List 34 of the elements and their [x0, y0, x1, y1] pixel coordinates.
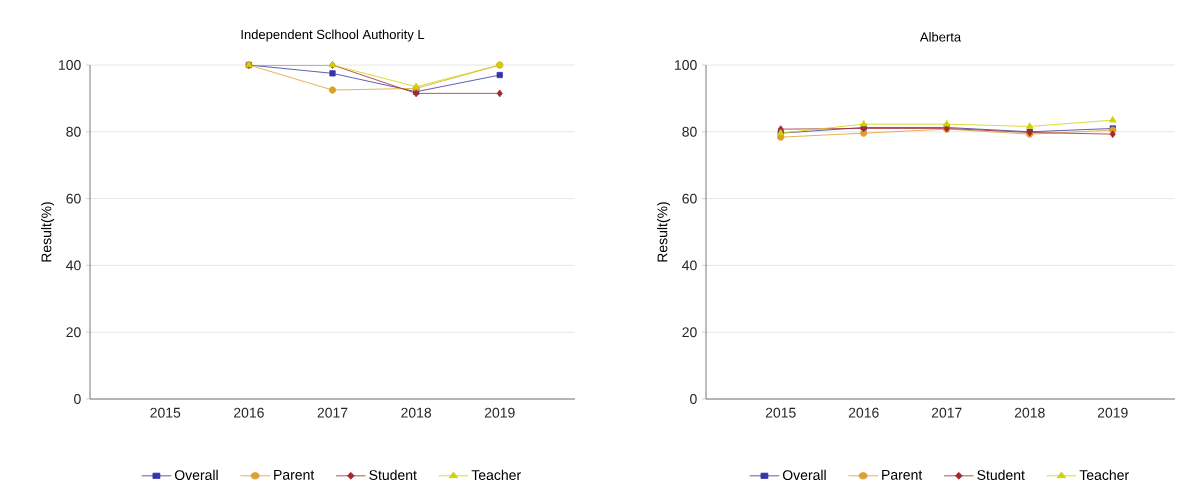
- x-tick-label: 2017: [317, 407, 348, 418]
- y-tick-label: 80: [682, 126, 697, 137]
- x-tick-label: 2015: [765, 407, 796, 418]
- x-tick-label: 2017: [931, 407, 962, 418]
- x-tick-label: 2018: [1014, 407, 1045, 418]
- y-tick-label: 80: [66, 126, 81, 137]
- y-axis-title: Result(%): [41, 202, 55, 262]
- y-tick-label: 100: [59, 60, 81, 70]
- chart-title: Alberta: [919, 32, 962, 42]
- legend-label: Overall: [174, 469, 218, 481]
- y-axis-title: Result(%): [657, 202, 671, 262]
- legend-label: Teacher: [1079, 469, 1129, 481]
- y-tick-label: 40: [66, 260, 81, 271]
- y-tick-label: 60: [682, 193, 697, 204]
- x-tick-label: 2018: [401, 407, 432, 418]
- legend-label: Teacher: [471, 469, 521, 481]
- legend-label: Overall: [782, 469, 826, 481]
- x-tick-label: 2016: [848, 407, 879, 418]
- x-tick-label: 2019: [484, 407, 515, 418]
- y-tick-label: 20: [66, 327, 81, 338]
- y-tick-label: 0: [690, 394, 697, 404]
- x-tick-label: 2019: [1097, 407, 1128, 418]
- legend-label: Student: [977, 469, 1025, 481]
- legend-label: Parent: [274, 470, 315, 480]
- legend-label: Student: [369, 469, 417, 481]
- y-tick-label: 0: [74, 394, 81, 404]
- y-tick-label: 60: [66, 193, 81, 204]
- x-tick-label: 2015: [150, 407, 181, 418]
- y-tick-label: 40: [682, 260, 697, 271]
- chart-title: Independent Sclhool Authority L: [241, 29, 425, 42]
- y-tick-label: 20: [682, 327, 697, 338]
- legend-label: Parent: [882, 470, 923, 480]
- y-tick-label: 100: [675, 60, 697, 70]
- x-tick-label: 2016: [234, 407, 264, 418]
